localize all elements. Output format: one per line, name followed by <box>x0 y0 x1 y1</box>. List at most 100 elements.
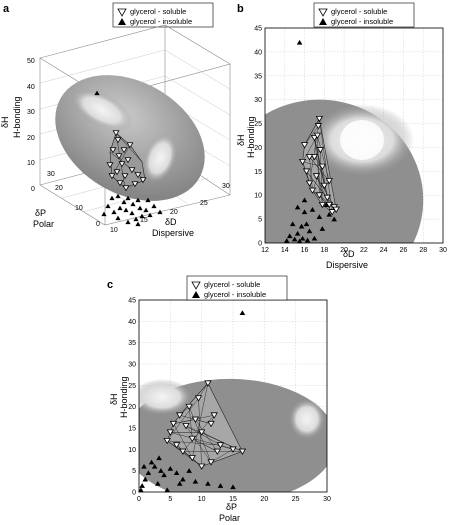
soluble-point <box>172 442 181 449</box>
soluble-point <box>207 459 215 466</box>
legend-c-insoluble: glycerol - insoluble <box>204 290 266 299</box>
y-tick-label: 10 <box>254 193 262 200</box>
insoluble-point <box>301 197 308 203</box>
insoluble-point <box>148 459 155 465</box>
soluble-point <box>315 115 324 123</box>
insoluble-point <box>289 221 296 227</box>
insoluble-point <box>205 480 211 486</box>
insoluble-point <box>135 221 141 227</box>
soluble-point <box>122 185 130 192</box>
hull-edge <box>179 383 209 416</box>
insoluble-point <box>294 204 301 210</box>
insoluble-point <box>164 487 170 493</box>
a-x-tick: 30 <box>47 171 55 178</box>
b-frame <box>264 27 444 244</box>
b-soluble-points <box>298 115 340 216</box>
hull-edge <box>188 406 212 463</box>
legend-a-soluble-marker <box>117 8 127 17</box>
insoluble-point <box>291 236 298 242</box>
insoluble-point <box>298 223 305 229</box>
insoluble-point <box>192 478 199 484</box>
legend-b-soluble: glycerol - soluble <box>331 7 387 16</box>
soluble-point <box>114 137 122 144</box>
legend-c-soluble-marker <box>191 281 201 290</box>
insoluble-point <box>316 214 323 219</box>
insoluble-point <box>155 480 161 486</box>
insoluble-point <box>186 468 192 473</box>
hull-edge <box>170 432 234 450</box>
y-tick-label: 45 <box>128 298 136 305</box>
insoluble-point <box>286 233 293 239</box>
insoluble-point <box>309 207 316 212</box>
y-tick-label: 25 <box>128 383 136 390</box>
soluble-point <box>207 420 215 428</box>
hull-edge <box>173 423 193 458</box>
soluble-point <box>128 167 136 174</box>
panel-c-label: c <box>107 279 113 291</box>
a-z-axis-label: δH <box>0 116 10 128</box>
c-y-axis-sublabel: H-bonding <box>119 376 129 418</box>
y-tick-label: 15 <box>254 169 262 176</box>
insoluble-point <box>303 221 310 227</box>
soluble-point <box>197 463 206 470</box>
insoluble-point <box>311 235 318 241</box>
x-tick-label: 30 <box>323 496 331 503</box>
insoluble-point <box>217 483 224 488</box>
panel-a-label: a <box>3 3 10 15</box>
soluble-point <box>121 173 129 180</box>
soluble-point <box>182 423 190 430</box>
soluble-point <box>300 142 309 149</box>
soluble-point <box>176 412 184 419</box>
soluble-point <box>115 153 123 160</box>
a-z-tick: 0 <box>31 186 35 193</box>
hull-edge <box>195 419 218 452</box>
soluble-point <box>113 169 121 176</box>
insoluble-point <box>125 219 131 225</box>
insoluble-point <box>105 203 111 209</box>
insoluble-point <box>331 216 338 222</box>
b-x-axis-label: δD <box>343 249 355 259</box>
panel-b-label: b <box>237 3 244 15</box>
y-tick-label: 40 <box>254 49 262 56</box>
insoluble-point <box>151 463 158 469</box>
c-sphere-highlight-1 <box>139 379 192 415</box>
insoluble-point <box>296 238 303 244</box>
insoluble-point <box>139 213 145 219</box>
soluble-point <box>108 173 116 180</box>
insoluble-point <box>301 209 308 215</box>
soluble-point <box>163 438 171 445</box>
hull-edge <box>317 135 330 181</box>
sphere-3d-highlight-2 <box>142 132 178 184</box>
x-tick-label: 22 <box>360 247 368 254</box>
soluble-point <box>318 201 327 209</box>
hull-edge <box>210 449 234 463</box>
x-tick-label: 10 <box>198 496 206 503</box>
y-tick-label: 20 <box>128 404 136 411</box>
soluble-point <box>169 420 178 428</box>
insoluble-point <box>139 483 145 488</box>
x-tick-label: 20 <box>260 496 268 503</box>
insoluble-point <box>304 237 311 243</box>
legend-a: glycerol - soluble glycerol - insoluble <box>112 2 214 28</box>
c-sphere-highlight-2 <box>289 399 325 439</box>
insoluble-point <box>115 193 121 199</box>
soluble-point <box>106 162 114 169</box>
a-x-axis-sublabel: Polar <box>33 219 54 229</box>
y-tick-label: 30 <box>254 97 262 104</box>
soluble-point <box>313 132 322 139</box>
soluble-point <box>134 172 142 179</box>
soluble-point <box>308 187 317 194</box>
soluble-point <box>328 209 336 216</box>
insoluble-point <box>133 216 139 222</box>
c-x-axis-sublabel: Polar <box>219 513 240 523</box>
legend-a-soluble: glycerol - soluble <box>130 7 186 16</box>
soluble-point <box>310 135 319 142</box>
x-tick-label: 12 <box>261 247 269 254</box>
y-tick-label: 10 <box>128 447 136 454</box>
insoluble-point <box>158 468 164 473</box>
hull-edge <box>309 156 313 191</box>
a-z-tick: 40 <box>27 84 35 91</box>
b-insoluble-points <box>283 39 338 244</box>
panel-c-plot: 0 5 10 15 20 25 30 0 5 10 15 20 25 30 35 40 45 δP Polar… <box>109 275 331 523</box>
